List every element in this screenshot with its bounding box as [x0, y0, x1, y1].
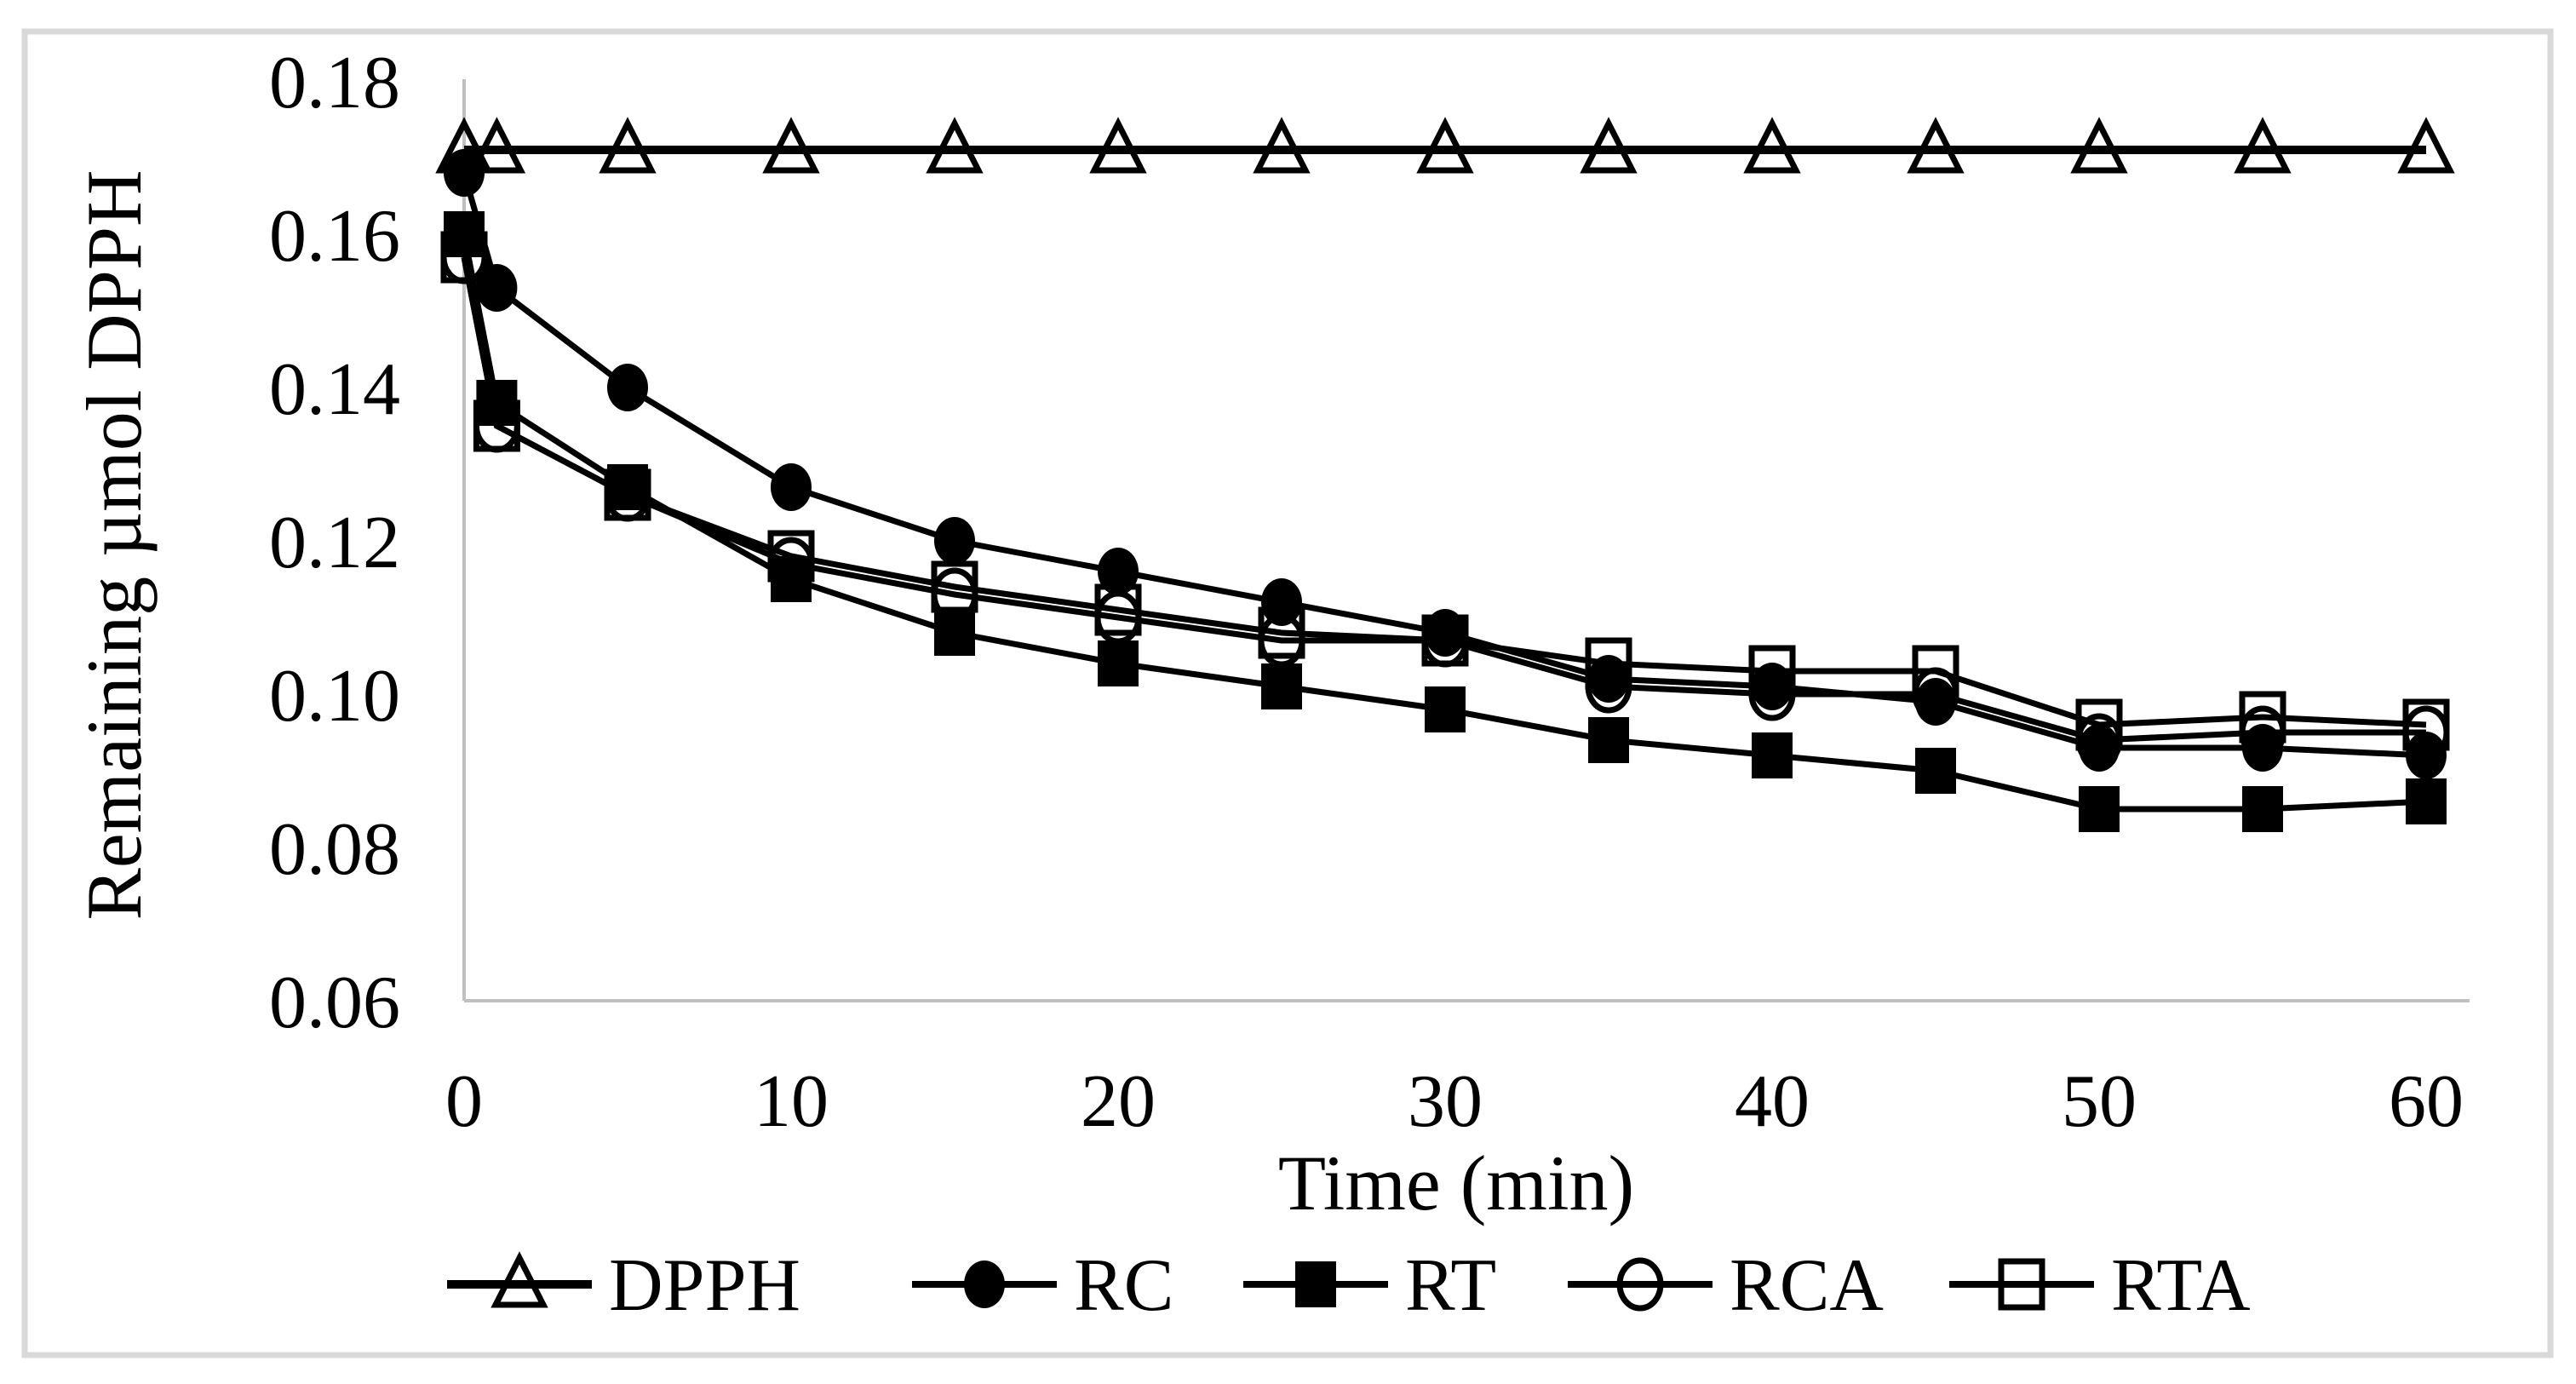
y-tick-label: 0.10: [269, 655, 400, 738]
series-RC-marker-filled-circle: [1261, 578, 1302, 626]
series-RT-marker-filled-square: [2242, 786, 2283, 832]
series-RC: [444, 149, 2447, 779]
series-RCA-legend-marker-open-circle: [1616, 1257, 1664, 1312]
series-RT-marker-filled-square: [2406, 778, 2447, 824]
y-tick-label: 0.16: [269, 195, 400, 278]
series-RC-legend-marker-filled-circle: [964, 1261, 1005, 1308]
series-RTA-marker-open-square: [2075, 698, 2123, 751]
legend-label-RT: RT: [1405, 1244, 1496, 1327]
x-tick-label: 40: [1735, 1060, 1810, 1143]
series-DPPH-marker-open-triangle: [1089, 117, 1147, 174]
series-RC-line: [461, 172, 2427, 759]
y-tick-label: 0.06: [269, 962, 400, 1044]
series-RC-marker-filled-circle: [444, 149, 485, 197]
series-RTA-marker-open-square: [1258, 606, 1305, 659]
series-RTA-marker-open-square: [604, 468, 651, 521]
legend-label-DPPH: DPPH: [609, 1244, 800, 1327]
series-DPPH-marker-open-triangle: [926, 117, 984, 174]
legend-item-RC: RC: [912, 1244, 1173, 1327]
x-tick-label: 60: [2389, 1060, 2464, 1143]
series-RC-marker-filled-circle: [1098, 548, 1139, 595]
figure-border: [21, 28, 2554, 1358]
series-RTA-marker-open-square: [767, 530, 815, 583]
legend-item-RTA: RTA: [1949, 1244, 2251, 1327]
series-RTA: [440, 231, 2450, 751]
y-tick-label: 0.12: [269, 502, 400, 584]
series-RTA-marker-open-square: [1421, 614, 1469, 667]
y-tick-label: 0.18: [269, 42, 400, 124]
series-DPPH-marker-open-triangle: [2397, 117, 2455, 174]
legend-label-RC: RC: [1074, 1244, 1173, 1327]
data-series: [435, 117, 2455, 832]
series-RTA-marker-open-square: [440, 231, 488, 284]
series-RTA-marker-open-square: [2402, 698, 2450, 751]
y-axis-tick-labels: 0.06 0.08 0.10 0.12 0.14 0.16 0.18: [269, 42, 400, 1044]
series-DPPH-legend-marker-open-triangle: [491, 1251, 548, 1308]
series-RTA-marker-open-square: [1748, 645, 1796, 698]
series-RC-marker-filled-circle: [607, 364, 648, 411]
series-RT-marker-filled-square: [1425, 686, 1466, 732]
legend: DPPH RC RT RCA RTA: [447, 1244, 2251, 1327]
x-tick-label: 0: [445, 1060, 483, 1143]
x-axis-tick-labels: 0 10 20 30 40 50 60: [445, 1060, 2464, 1143]
series-DPPH-marker-open-triangle: [2234, 117, 2292, 174]
series-RTA-marker-open-square: [1912, 645, 1959, 698]
series-DPPH-marker-open-triangle: [1580, 117, 1638, 174]
series-RTA-marker-open-square: [1094, 583, 1142, 636]
series-RTA-line: [461, 256, 2427, 728]
y-tick-label: 0.08: [269, 808, 400, 891]
series-RT-marker-filled-square: [1752, 732, 1793, 778]
series-RCA-line: [461, 256, 2426, 744]
legend-item-DPPH: DPPH: [447, 1244, 800, 1327]
series-DPPH: [435, 117, 2455, 174]
series-RTA-legend-marker-open-square: [1998, 1258, 2045, 1311]
y-axis-title: Remaining µmol DPPH: [71, 169, 158, 920]
series-RCA: [440, 230, 2450, 767]
series-DPPH-marker-open-triangle: [1253, 117, 1311, 174]
series-DPPH-marker-open-triangle: [2070, 117, 2128, 174]
series-RC-marker-filled-circle: [934, 517, 975, 565]
x-tick-label: 20: [1081, 1060, 1156, 1143]
legend-item-RCA: RCA: [1568, 1244, 1884, 1327]
series-RT-marker-filled-square: [2079, 786, 2120, 832]
legend-item-RT: RT: [1243, 1244, 1496, 1327]
series-RTA-marker-open-square: [931, 560, 978, 613]
x-tick-label: 10: [754, 1060, 829, 1143]
series-RT-marker-filled-square: [1261, 663, 1302, 709]
series-DPPH-marker-open-triangle: [1416, 117, 1474, 174]
series-RT-marker-filled-square: [1098, 640, 1139, 686]
series-DPPH-marker-open-triangle: [1907, 117, 1965, 174]
series-RTA-marker-open-square: [2239, 691, 2286, 744]
x-axis-title: Time (min): [1278, 1140, 1634, 1226]
series-RT-legend-marker-filled-square: [1295, 1261, 1336, 1307]
x-tick-label: 30: [1408, 1060, 1483, 1143]
x-tick-label: 50: [2062, 1060, 2137, 1143]
series-DPPH-marker-open-triangle: [1743, 117, 1801, 174]
legend-label-RTA: RTA: [2111, 1244, 2251, 1327]
series-RTA-marker-open-square: [1585, 637, 1632, 690]
series-RT-marker-filled-square: [1915, 748, 1956, 794]
series-DPPH-marker-open-triangle: [599, 117, 657, 174]
series-RC-marker-filled-circle: [771, 463, 812, 511]
y-tick-label: 0.14: [269, 348, 400, 431]
legend-label-RCA: RCA: [1730, 1244, 1884, 1327]
series-DPPH-marker-open-triangle: [762, 117, 820, 174]
series-RT-marker-filled-square: [1588, 717, 1629, 763]
series-RTA-marker-open-square: [473, 399, 520, 452]
series-DPPH-marker-open-triangle: [468, 117, 526, 174]
